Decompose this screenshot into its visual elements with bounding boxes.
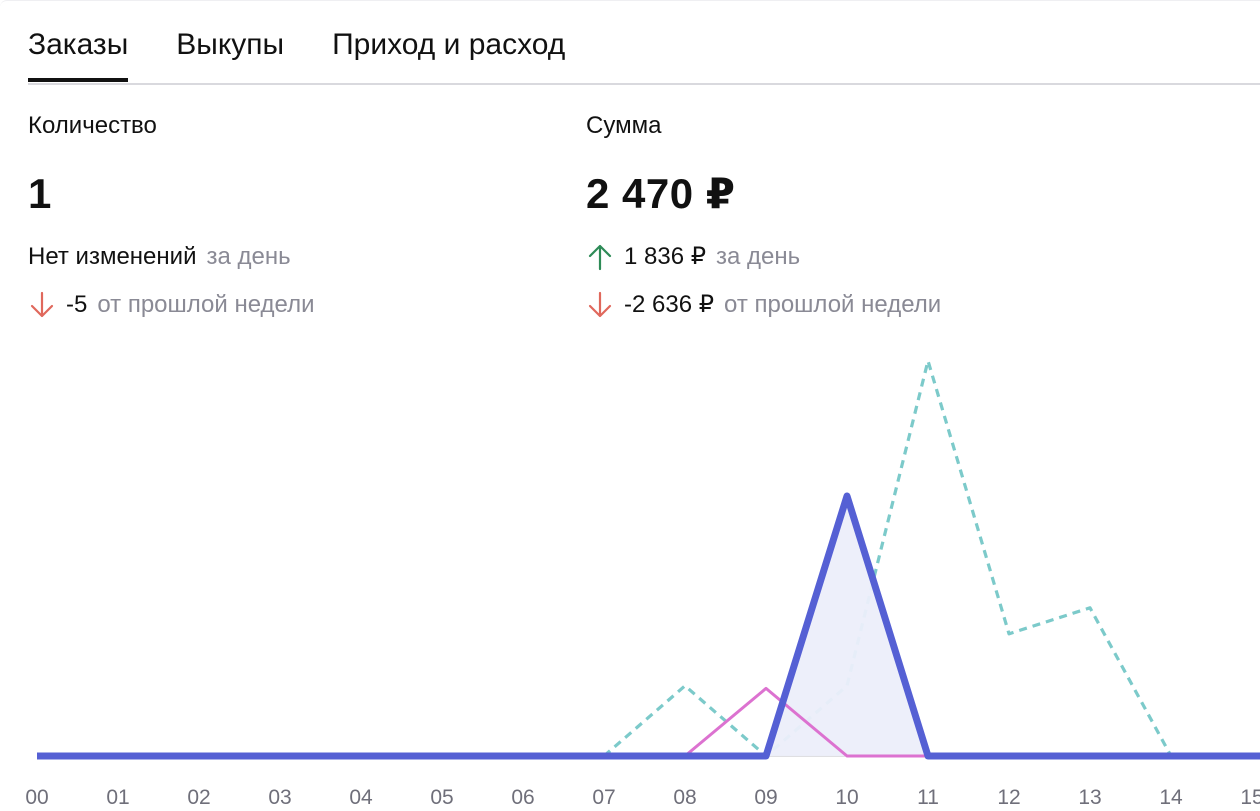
x-tick-label: 00: [25, 786, 48, 809]
x-tick-label: 12: [997, 786, 1020, 809]
sum-day-change-value: 1 836 ₽: [624, 243, 706, 270]
quantity-week-change-value: -5: [66, 291, 88, 318]
tab-buyouts[interactable]: Выкупы: [176, 28, 285, 61]
arrow-down-icon: [30, 291, 54, 318]
series-current-line: [37, 492, 1260, 760]
x-tick-label: 05: [430, 786, 453, 809]
x-tick-label: 01: [106, 786, 129, 809]
quantity-day-change: Нет изменений за день: [28, 240, 315, 274]
x-tick-label: 13: [1078, 786, 1101, 809]
tab-income-expense[interactable]: Приход и расход: [332, 28, 566, 61]
x-tick-label: 06: [511, 786, 534, 809]
series-current-area: [37, 496, 1252, 756]
sum-week-change-value: -2 636 ₽: [624, 291, 714, 318]
tab-bar: Заказы Выкупы Приход и расход: [28, 0, 1260, 84]
arrow-down-icon: [588, 291, 612, 318]
sum-day-change: 1 836 ₽ за день: [586, 240, 941, 274]
x-tick-label: 10: [835, 786, 858, 809]
x-tick-label: 07: [592, 786, 615, 809]
tabs-divider: [28, 83, 1260, 85]
x-tick-label: 15: [1240, 786, 1260, 809]
sum-week-change-period: от прошлой недели: [724, 291, 942, 318]
x-tick-label: 08: [673, 786, 696, 809]
x-tick-label: 04: [349, 786, 373, 809]
quantity-week-change-period: от прошлой недели: [97, 291, 315, 318]
quantity-week-change: -5 от прошлой недели: [28, 288, 315, 322]
x-tick-label: 14: [1159, 786, 1183, 809]
quantity-day-change-period: за день: [206, 243, 291, 270]
card-top-edge: [0, 0, 1260, 7]
sum-day-change-period: за день: [716, 243, 801, 270]
sum-value: 2 470 ₽: [586, 170, 736, 217]
hourly-orders-chart: 00 01 02 03 04 05 06 07 08 09 10 11 12 13 14 15: [25, 359, 1260, 809]
x-tick-label: 11: [917, 786, 939, 809]
tab-orders[interactable]: Заказы: [28, 0, 129, 82]
series-pink-line: [684, 686, 928, 758]
quantity-day-change-value: Нет изменений: [28, 243, 197, 270]
x-tick-label: 02: [187, 786, 210, 809]
series-dashed-line: [602, 359, 1173, 758]
metric-quantity: Количество 1 Нет изменений за день -5 от…: [28, 112, 315, 322]
x-tick-label: 03: [268, 786, 291, 809]
x-tick-label: 09: [754, 786, 777, 809]
quantity-value: 1: [28, 170, 52, 217]
quantity-label: Количество: [28, 112, 157, 139]
arrow-up-icon: [588, 244, 612, 271]
sum-label: Сумма: [586, 112, 662, 139]
sum-week-change: -2 636 ₽ от прошлой недели: [586, 288, 941, 322]
metric-sum: Сумма 2 470 ₽ 1 836 ₽ за день -2 636 ₽ о…: [586, 112, 941, 322]
